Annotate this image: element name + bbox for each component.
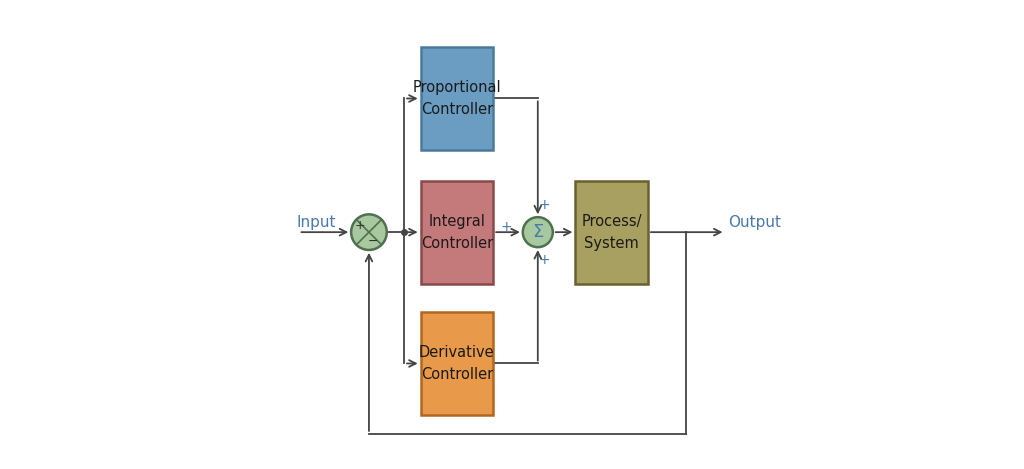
Text: +: +: [538, 253, 550, 267]
Text: +: +: [538, 197, 550, 212]
Text: Output: Output: [728, 215, 780, 230]
Text: Process/
System: Process/ System: [582, 213, 642, 251]
Circle shape: [523, 217, 553, 247]
Text: −: −: [369, 234, 379, 248]
FancyBboxPatch shape: [421, 47, 494, 150]
FancyBboxPatch shape: [575, 181, 648, 284]
Text: Input: Input: [296, 215, 336, 230]
FancyBboxPatch shape: [421, 312, 494, 415]
Text: Derivative
Controller: Derivative Controller: [419, 345, 495, 382]
Text: Integral
Controller: Integral Controller: [421, 213, 493, 251]
Text: +: +: [355, 219, 366, 232]
Text: +: +: [501, 219, 512, 234]
Text: Proportional
Controller: Proportional Controller: [413, 80, 501, 117]
Circle shape: [351, 214, 387, 250]
FancyBboxPatch shape: [421, 181, 494, 284]
Text: Σ: Σ: [532, 223, 544, 241]
